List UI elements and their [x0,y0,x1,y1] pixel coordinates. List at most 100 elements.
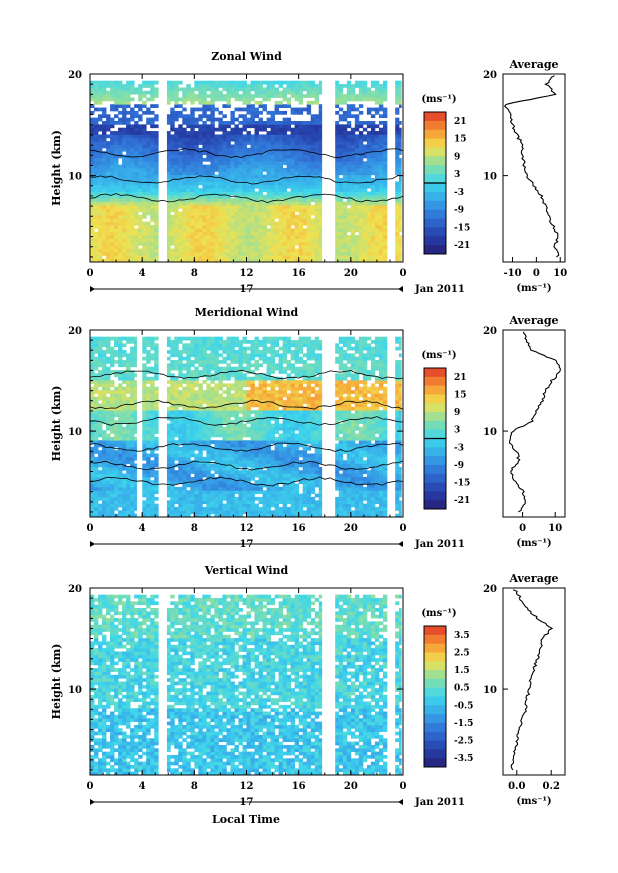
heatmap-cell [378,241,384,246]
heatmap-cell [174,141,179,145]
heatmap-cell [202,496,207,501]
heatmap-cell [302,134,308,139]
heatmap-cell [234,258,239,263]
heatmap-cell [146,423,151,428]
heatmap-cell [170,383,175,388]
heatmap-cell [362,94,368,98]
heatmap-cell [346,107,352,112]
heatmap-cell [210,410,215,414]
heatmap-cell [166,490,171,495]
heatmap-cell [358,157,364,162]
heatmap-cell [106,157,111,162]
heatmap-cell [174,137,179,142]
heatmap-cell [134,410,139,414]
heatmap-cell [194,184,199,189]
colorbar-tick-label: 15 [454,135,467,145]
heatmap-cell [370,204,376,209]
heatmap-cell [318,157,324,162]
heatmap-cell [394,241,400,246]
heatmap-cell [394,121,400,125]
heatmap-cell [394,248,400,253]
heatmap-cell [210,446,215,451]
heatmap-cell [186,353,191,358]
heatmap-cell [178,174,183,179]
heatmap-cell [142,393,147,398]
heatmap-cell [194,141,199,145]
heatmap-cell [90,420,95,424]
heatmap-cell [230,178,235,182]
heatmap-cell [154,161,159,166]
heatmap-cell [238,184,243,189]
heatmap-cell [302,255,308,260]
heatmap-cell [286,84,292,88]
heatmap-cell [90,470,95,474]
heatmap-cell [170,456,175,461]
heatmap-cell [154,94,159,98]
heatmap-cell [350,164,356,169]
heatmap-cell [214,241,219,246]
heatmap-cell [98,134,103,139]
heatmap-cell [286,100,292,105]
heatmap-cell [254,198,259,202]
heatmap-cell [118,215,123,219]
heatmap-cell [218,198,223,202]
heatmap-cell [266,198,271,202]
heatmap-cell [138,174,143,179]
heatmap-cell [190,336,195,341]
heatmap-cell [298,248,304,253]
heatmap-cell [202,225,207,229]
heatmap-cell [266,231,271,236]
heatmap-cell [298,168,304,172]
heatmap-cell [110,117,115,122]
heatmap-cell [94,360,99,364]
heatmap-cell [258,178,263,182]
heatmap-cell [94,423,99,428]
heatmap-cell [110,426,115,431]
heatmap-cell [118,336,123,341]
heatmap-cell [302,245,308,249]
heatmap-cell [198,178,203,182]
heatmap-cell [254,80,259,85]
heatmap-cell [110,513,115,518]
heatmap-cell [122,188,127,192]
heatmap-cell [118,84,123,88]
heatmap-cell [174,178,179,182]
heatmap-cell [130,360,135,364]
profile-line [503,75,560,258]
heatmap-cell [178,400,183,404]
heatmap-cell [182,456,187,461]
heatmap-cell [334,121,340,125]
heatmap-cell [370,228,376,233]
heatmap-cell [114,360,119,364]
heatmap-cell [382,255,388,260]
heatmap-cell [206,376,211,381]
heatmap-cell [202,360,207,364]
heatmap-cell [254,194,259,199]
heatmap-cell [282,110,288,115]
heatmap-cell [342,218,348,223]
heatmap-cell [274,90,279,95]
heatmap-cell [374,251,380,256]
heatmap-cell [310,151,316,155]
heatmap-cell [142,493,147,498]
heatmap-cell [130,188,135,192]
heatmap-cell [110,124,115,129]
heatmap-cell [286,248,292,253]
heatmap-cell [198,238,203,243]
heatmap-cell [186,221,191,226]
heatmap-cell [346,114,352,119]
heatmap-cell [206,171,211,176]
heatmap-cell [398,80,404,85]
heatmap-cell [294,208,300,213]
heatmap-cell [370,238,376,243]
heatmap-cell [394,80,400,85]
heatmap-cell [294,80,300,85]
heatmap-cell [150,403,155,408]
heatmap-cell [98,198,103,202]
heatmap-cell [122,100,127,105]
heatmap-cell [338,161,344,166]
heatmap-cell [118,510,123,515]
heatmap-cell [354,107,360,112]
heatmap-cell [174,413,179,418]
heatmap-cell [194,171,199,176]
